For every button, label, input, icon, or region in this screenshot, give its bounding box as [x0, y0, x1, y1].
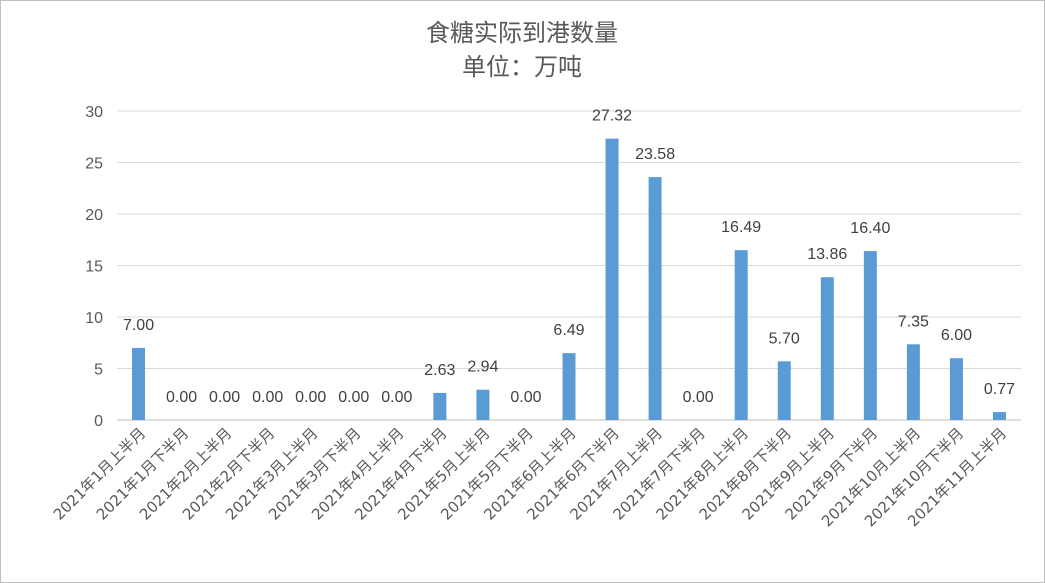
data-label: 16.40 — [850, 220, 890, 237]
data-label: 0.00 — [683, 389, 714, 406]
data-label: 16.49 — [721, 219, 761, 236]
bar — [132, 347, 146, 420]
data-label: 0.00 — [338, 389, 369, 406]
data-label: 0.00 — [381, 389, 412, 406]
data-label: 0.00 — [166, 389, 197, 406]
bar — [992, 412, 1006, 420]
y-axis-ticks: 0 5 10 15 20 25 30 — [85, 104, 103, 430]
bar — [820, 277, 834, 420]
bar — [863, 251, 877, 420]
y-tick-label: 5 — [94, 362, 103, 379]
data-label: 7.00 — [123, 317, 154, 334]
y-tick-label: 10 — [85, 310, 103, 327]
bar — [433, 392, 447, 420]
data-label: 6.49 — [553, 322, 584, 339]
bar — [777, 361, 791, 420]
data-label: 6.00 — [941, 327, 972, 344]
y-tick-label: 30 — [85, 104, 103, 121]
data-label: 27.32 — [592, 108, 632, 125]
bar — [734, 250, 748, 420]
chart-subtitle: 单位：万吨 — [462, 53, 582, 81]
data-label: 23.58 — [635, 146, 675, 163]
y-tick-label: 25 — [85, 156, 103, 173]
data-label: 2.94 — [467, 359, 498, 376]
data-labels: 7.00 0.00 0.00 0.00 0.00 0.00 0.00 2.63 2.94 0.00… — [123, 108, 1015, 406]
data-label: 5.70 — [769, 330, 800, 347]
data-label: 0.77 — [984, 381, 1015, 398]
bar — [906, 344, 920, 420]
y-tick-label: 15 — [85, 259, 103, 276]
bar — [949, 358, 963, 420]
bar — [476, 389, 490, 420]
data-label: 0.00 — [209, 389, 240, 406]
bar — [648, 177, 662, 420]
data-label: 2.63 — [424, 362, 455, 379]
data-label: 0.00 — [510, 389, 541, 406]
data-label: 0.00 — [295, 389, 326, 406]
data-label: 13.86 — [807, 246, 847, 263]
x-axis-ticks: 2021年1月上半月2021年1月下半月2021年2月上半月2021年2月下半月… — [50, 424, 1010, 530]
y-tick-label: 20 — [85, 207, 103, 224]
data-label: 0.00 — [252, 389, 283, 406]
chart-title: 食糖实际到港数量 — [426, 19, 618, 47]
bars — [132, 138, 1006, 420]
y-tick-label: 0 — [94, 413, 103, 430]
bar — [562, 353, 576, 420]
data-label: 7.35 — [898, 313, 929, 330]
bar — [605, 138, 619, 420]
